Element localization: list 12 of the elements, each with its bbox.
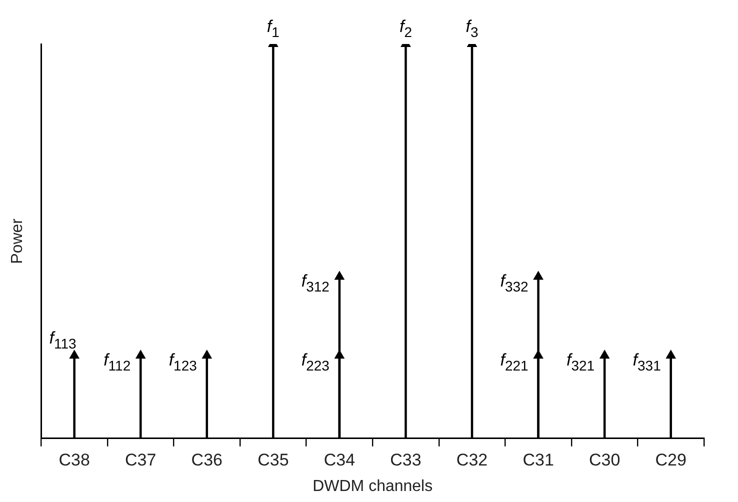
x-tick-label: C35 [258, 450, 289, 470]
x-tick-label: C29 [655, 450, 686, 470]
x-tick-label: C31 [522, 450, 554, 470]
x-tick-label: C32 [456, 450, 488, 470]
y-axis-title: Power [9, 218, 26, 264]
x-tick-label: C34 [324, 450, 356, 470]
x-tick-label: C37 [125, 450, 156, 470]
x-tick-label: C36 [191, 450, 222, 470]
x-tick-label: C30 [588, 450, 620, 470]
x-axis-title: DWDM channels [312, 478, 433, 495]
x-tick-label: C38 [58, 450, 90, 470]
x-tick-label: C33 [390, 450, 422, 470]
